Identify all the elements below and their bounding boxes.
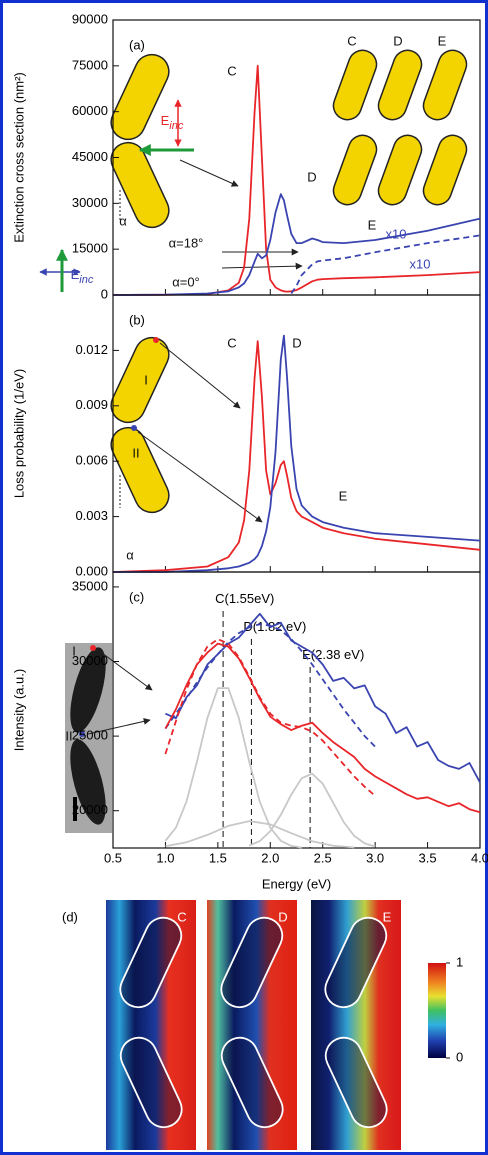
data-line [112, 193, 481, 296]
data-line [165, 820, 355, 849]
peak-name: E [302, 647, 311, 662]
rod-illustrations-a [39, 49, 468, 292]
panel-label: (d) [62, 909, 78, 924]
annotation: α=0° [172, 274, 200, 289]
panel-label: (c) [129, 589, 144, 604]
map-label: E [383, 909, 392, 924]
y-axis-title: Intensity (a.u.) [11, 669, 26, 751]
annotation: D [307, 169, 316, 184]
annotation: I [72, 643, 76, 658]
y-tick-label: 35000 [72, 578, 108, 593]
annotation: x10 [386, 226, 407, 241]
annotation: E [368, 217, 377, 232]
colorbar [428, 963, 446, 1058]
annotation: α=18° [169, 235, 204, 250]
y-tick-label: 20000 [72, 802, 108, 817]
annotation: α [119, 213, 127, 228]
rod-outline [119, 916, 183, 1009]
panel-label: (a) [129, 37, 145, 52]
x-axis-title: Energy (eV) [262, 876, 331, 891]
data-line [164, 623, 376, 748]
y-tick-label: 0.003 [75, 508, 108, 523]
peak-label: C(1.55eV) [215, 591, 274, 606]
y-tick-label: 0.012 [75, 342, 108, 357]
annotation: Einc [161, 113, 184, 131]
annotation-sub: inc [79, 274, 94, 286]
peak-label: E(2.38 eV) [302, 647, 364, 662]
data-line [164, 638, 376, 797]
data-line [290, 234, 481, 295]
x-tick-label: 2.5 [314, 850, 332, 865]
map-label: C [177, 909, 186, 924]
y-tick-label: 0.000 [75, 563, 108, 578]
y-tick-label: 90000 [72, 11, 108, 26]
x-tick-label: 1.5 [209, 850, 227, 865]
x-tick-label: 1.0 [156, 850, 174, 865]
rod-outline [220, 916, 284, 1009]
data-line [112, 340, 481, 573]
data-line [248, 772, 376, 848]
peak-energy: (1.82 eV) [253, 619, 306, 634]
annotation: α [126, 547, 134, 562]
rod-outline [220, 1036, 284, 1129]
tem-inset [65, 643, 153, 833]
annotation: x10 [410, 256, 431, 271]
y-tick-label: 75000 [72, 57, 108, 72]
annotation: II [65, 728, 72, 743]
plot-frame [112, 571, 481, 849]
annotation: II [132, 445, 139, 460]
y-tick-label: 0.006 [75, 453, 108, 468]
y-tick-label: 15000 [72, 241, 108, 256]
peak-name: C [215, 591, 224, 606]
colorbar-tick-label: 0 [456, 1049, 463, 1064]
y-tick-label: 60000 [72, 103, 108, 118]
x-tick-label: 2.0 [261, 850, 279, 865]
annotation: E [438, 33, 447, 48]
rod-illustrations-b [110, 336, 263, 523]
annotation: D [393, 33, 402, 48]
y-tick-label: 45000 [72, 149, 108, 164]
annotation: C [227, 335, 236, 350]
y-tick-label: 30000 [72, 195, 108, 210]
annotation: I [144, 372, 148, 387]
x-tick-label: 3.5 [419, 850, 437, 865]
x-tick-label: 0.5 [104, 850, 122, 865]
annotation: C [227, 63, 236, 78]
panel-label: (b) [129, 312, 145, 327]
data-line [164, 642, 481, 814]
x-tick-label: 4.0 [471, 850, 488, 865]
y-tick-label: 30000 [72, 653, 108, 668]
annotation-main: E [71, 267, 80, 282]
y-tick-label: 0.009 [75, 397, 108, 412]
y-axis-title: Extinction cross section (nm²) [11, 72, 26, 243]
colorbar-tick-label: 1 [456, 954, 463, 969]
data-line [112, 64, 481, 296]
y-tick-label: 0 [101, 286, 108, 301]
annotation-main: E [161, 113, 170, 128]
rod-outline [119, 1036, 183, 1129]
annotation: E [339, 488, 348, 503]
x-tick-label: 3.0 [366, 850, 384, 865]
map-label: D [278, 909, 287, 924]
data-line [113, 334, 481, 573]
peak-energy: (1.55eV) [224, 591, 274, 606]
y-tick-label: 25000 [72, 728, 108, 743]
rod-outline [324, 1036, 388, 1129]
peak-energy: (2.38 eV) [311, 647, 364, 662]
rod-outline [324, 916, 388, 1009]
annotation: C [347, 33, 356, 48]
annotation: D [292, 335, 301, 350]
annotation: Einc [71, 267, 94, 285]
y-axis-title: Loss probability (1/eV) [11, 369, 26, 498]
data-line [164, 687, 302, 849]
annotation-sub: inc [169, 120, 184, 132]
